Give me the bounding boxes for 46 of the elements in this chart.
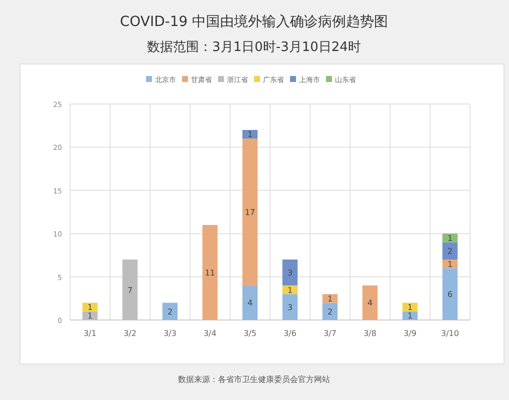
- data-label: 1: [447, 260, 453, 269]
- bar: [442, 242, 458, 260]
- x-tick-label: 3/9: [404, 329, 416, 338]
- bar: [362, 285, 378, 320]
- data-label: 1: [327, 294, 333, 304]
- data-label: 7: [127, 286, 133, 295]
- chart-subtitle: 数据范围：3月1日0时-3月10日24时: [147, 40, 361, 55]
- data-label: 1: [87, 303, 93, 312]
- data-label: 1: [447, 234, 453, 243]
- data-label: 1: [287, 286, 293, 295]
- data-label: 1: [407, 312, 413, 321]
- data-label: 1: [247, 130, 253, 140]
- x-tick-label: 3/1: [84, 329, 96, 338]
- source-note: 数据来源：各省市卫生健康委员会官方网站: [178, 375, 330, 384]
- bar: [282, 260, 298, 286]
- chart-title: COVID-19 中国由境外输入确诊病例趋势图: [120, 14, 388, 30]
- bar: [122, 260, 138, 320]
- data-label: 4: [367, 298, 373, 308]
- x-tick-label: 3/8: [364, 329, 376, 338]
- x-tick-label: 3/2: [124, 329, 136, 338]
- bar: [162, 302, 178, 320]
- x-tick-label: 3/4: [204, 329, 216, 338]
- bar: [242, 138, 258, 286]
- bar: [282, 294, 298, 320]
- x-tick-label: 3/6: [284, 329, 296, 338]
- x-tick-label: 3/7: [324, 329, 336, 338]
- x-tick-label: 3/5: [244, 329, 256, 338]
- data-label: 1: [87, 312, 93, 321]
- data-label: 2: [447, 246, 453, 256]
- bar: [82, 302, 98, 312]
- data-label: 3: [287, 268, 293, 278]
- data-label: 4: [247, 298, 253, 308]
- x-tick-label: 3/10: [441, 329, 459, 338]
- bar: [202, 224, 218, 320]
- bar: [402, 302, 418, 312]
- data-label: 1: [407, 303, 413, 312]
- data-label: 2: [327, 307, 333, 316]
- x-tick-label: 3/3: [164, 329, 176, 338]
- data-label: 2: [167, 307, 173, 316]
- data-label: 11: [204, 268, 216, 278]
- data-label: 17: [244, 208, 256, 217]
- bar: [322, 302, 338, 320]
- data-label: 3: [287, 303, 293, 312]
- bar: [442, 268, 458, 320]
- data-label: 6: [447, 290, 453, 300]
- bar: [242, 285, 258, 320]
